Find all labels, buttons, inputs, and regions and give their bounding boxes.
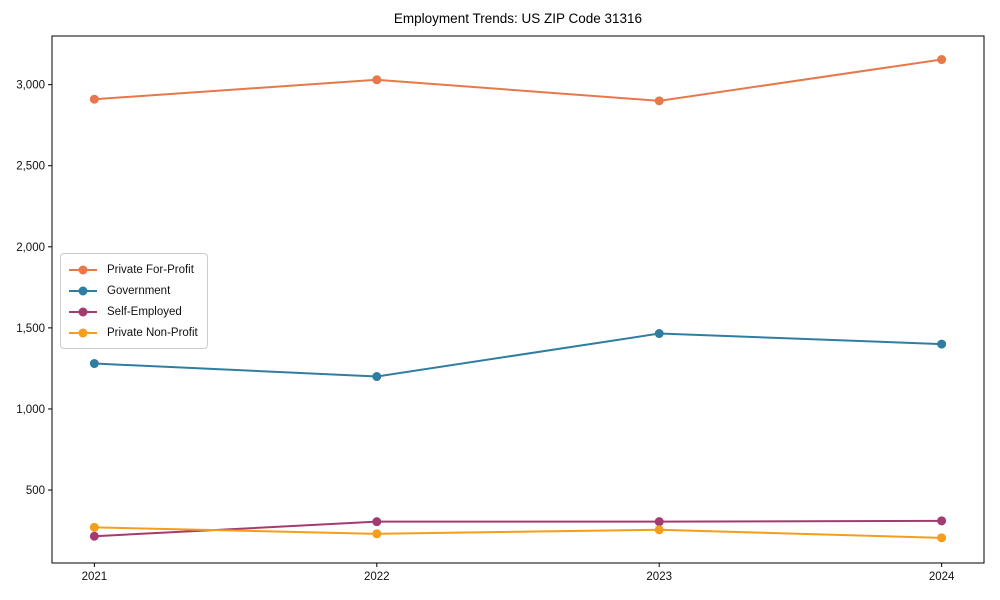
legend-entry: Government bbox=[68, 280, 198, 301]
data-point bbox=[372, 517, 382, 527]
y-tick-label: 2,000 bbox=[16, 242, 45, 254]
data-point bbox=[937, 516, 947, 526]
y-tick-label: 3,000 bbox=[16, 80, 45, 92]
data-point bbox=[372, 372, 382, 382]
data-point bbox=[654, 517, 664, 527]
legend-entry: Private For-Profit bbox=[68, 259, 198, 280]
data-point bbox=[937, 339, 947, 349]
legend-marker-icon bbox=[69, 265, 97, 274]
legend: Private For-Profit Government Self-Employe… bbox=[60, 253, 208, 349]
y-tick-label: 1,500 bbox=[16, 323, 45, 335]
series-line bbox=[94, 526, 942, 539]
plot-frame bbox=[51, 35, 985, 564]
series-line bbox=[94, 332, 942, 378]
data-point bbox=[89, 94, 99, 104]
data-point bbox=[372, 75, 382, 85]
legend-label: Private For-Profit bbox=[107, 263, 194, 276]
legend-marker-icon bbox=[69, 307, 97, 316]
legend-entry: Self-Employed bbox=[68, 301, 198, 322]
x-tick-label: 2023 bbox=[646, 571, 672, 583]
data-point bbox=[937, 55, 947, 65]
data-point bbox=[372, 529, 382, 539]
x-tick-label: 2022 bbox=[364, 571, 390, 583]
x-tick-label: 2024 bbox=[929, 571, 955, 583]
series-line bbox=[94, 58, 942, 102]
data-point bbox=[89, 522, 99, 532]
y-tick-label: 1,000 bbox=[16, 404, 45, 416]
data-point bbox=[654, 96, 664, 106]
y-tick-label: 2,500 bbox=[16, 161, 45, 173]
data-point bbox=[89, 531, 99, 541]
legend-label: Government bbox=[107, 284, 171, 297]
data-point bbox=[937, 533, 947, 543]
legend-label: Self-Employed bbox=[107, 305, 182, 318]
data-point bbox=[89, 359, 99, 369]
y-tick-label: 500 bbox=[26, 485, 45, 497]
data-point bbox=[654, 525, 664, 535]
legend-marker-icon bbox=[69, 328, 97, 337]
series-line bbox=[94, 519, 942, 538]
data-point bbox=[654, 329, 664, 339]
x-tick-label: 2021 bbox=[82, 571, 108, 583]
legend-label: Private Non-Profit bbox=[107, 326, 198, 339]
chart-title: Employment Trends: US ZIP Code 31316 bbox=[393, 11, 643, 26]
legend-entry: Private Non-Profit bbox=[68, 322, 198, 343]
legend-marker-icon bbox=[69, 286, 97, 295]
